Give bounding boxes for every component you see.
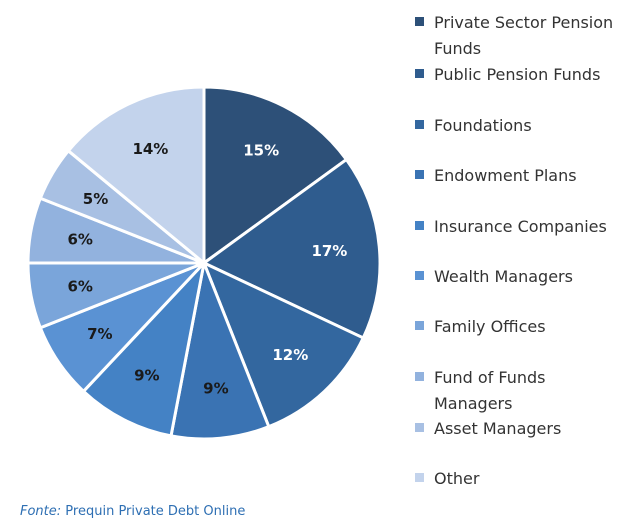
legend-swatch xyxy=(415,69,424,78)
legend-swatch xyxy=(415,221,424,230)
source-text: Prequin Private Debt Online xyxy=(65,504,246,519)
pie-slice-9 xyxy=(66,85,206,265)
legend-label: Wealth Managers xyxy=(434,267,573,286)
legend-label: Endowment Plans xyxy=(434,166,577,185)
legend-swatch xyxy=(415,271,424,280)
legend-item: Family Offices xyxy=(415,314,625,340)
source-prefix: Fonte: xyxy=(20,504,62,519)
pie-chart: 15% 17% 12% 9% 9% 7% 6% 6% 5% 14% xyxy=(26,85,382,441)
legend-swatch xyxy=(415,170,424,179)
legend-label: Asset Managers xyxy=(434,419,562,438)
legend-item: Wealth Managers xyxy=(415,264,625,290)
legend-item: Asset Managers xyxy=(415,416,625,442)
legend-item: Insurance Companies xyxy=(415,214,625,240)
pie-slice-2 xyxy=(202,261,365,429)
legend-item: Fund of Funds Managers xyxy=(415,365,625,417)
slice-label-6: 6% xyxy=(67,278,92,296)
pie-slice-0 xyxy=(202,85,348,265)
legend-swatch xyxy=(415,473,424,482)
legend-item: Other xyxy=(415,466,625,492)
legend-swatch xyxy=(415,17,424,26)
legend-item: Public Pension Funds xyxy=(415,62,625,88)
legend-label: Other xyxy=(434,469,480,488)
legend-label: Private Sector Pension Funds xyxy=(434,13,614,58)
slice-label-9: 14% xyxy=(132,140,168,158)
legend-swatch xyxy=(415,120,424,129)
legend-label: Family Offices xyxy=(434,317,546,336)
legend-label: Foundations xyxy=(434,116,532,135)
slice-label-4: 9% xyxy=(134,366,159,384)
legend-swatch xyxy=(415,321,424,330)
pie-slice-3 xyxy=(169,261,271,441)
legend-swatch xyxy=(415,423,424,432)
legend-swatch xyxy=(415,372,424,381)
slice-label-7: 6% xyxy=(67,230,92,248)
source-note: Fonte: Prequin Private Debt Online xyxy=(20,504,245,519)
slice-label-2: 12% xyxy=(272,346,308,364)
slice-label-1: 17% xyxy=(311,242,347,260)
legend-label: Insurance Companies xyxy=(434,217,607,236)
slice-label-3: 9% xyxy=(203,379,228,397)
pie-slice-1 xyxy=(202,158,382,340)
slice-label-0: 15% xyxy=(243,142,279,160)
pie-slice-4 xyxy=(82,261,206,438)
legend-label: Public Pension Funds xyxy=(434,65,601,84)
slice-label-5: 7% xyxy=(87,325,112,343)
legend-item: Private Sector Pension Funds xyxy=(415,10,625,62)
legend-item: Endowment Plans xyxy=(415,163,625,189)
legend-item: Foundations xyxy=(415,113,625,139)
slice-label-8: 5% xyxy=(83,190,108,208)
legend-label: Fund of Funds Managers xyxy=(434,368,546,413)
